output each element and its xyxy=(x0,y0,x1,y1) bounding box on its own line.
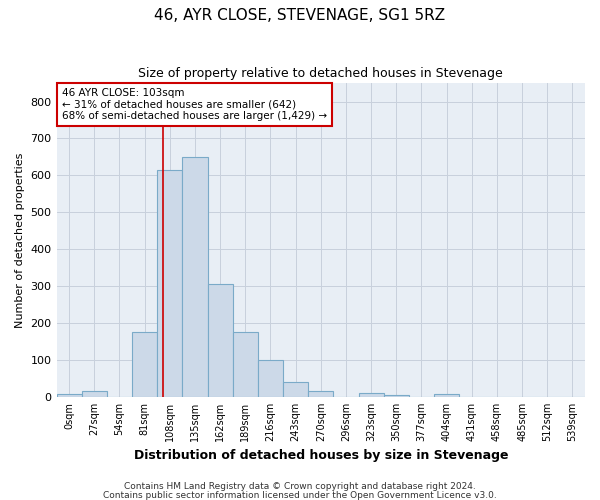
Bar xyxy=(132,332,157,397)
Bar xyxy=(258,360,283,397)
Bar xyxy=(182,157,208,397)
Bar xyxy=(157,170,182,397)
Bar xyxy=(208,284,233,397)
Title: Size of property relative to detached houses in Stevenage: Size of property relative to detached ho… xyxy=(139,68,503,80)
Text: Contains HM Land Registry data © Crown copyright and database right 2024.: Contains HM Land Registry data © Crown c… xyxy=(124,482,476,491)
Text: Contains public sector information licensed under the Open Government Licence v3: Contains public sector information licen… xyxy=(103,491,497,500)
Bar xyxy=(233,332,258,397)
Bar xyxy=(82,392,107,397)
X-axis label: Distribution of detached houses by size in Stevenage: Distribution of detached houses by size … xyxy=(134,450,508,462)
Text: 46, AYR CLOSE, STEVENAGE, SG1 5RZ: 46, AYR CLOSE, STEVENAGE, SG1 5RZ xyxy=(154,8,446,22)
Bar xyxy=(308,392,334,397)
Bar xyxy=(359,393,383,397)
Y-axis label: Number of detached properties: Number of detached properties xyxy=(15,152,25,328)
Bar xyxy=(383,395,409,397)
Bar xyxy=(434,394,459,397)
Bar xyxy=(56,394,82,397)
Bar xyxy=(283,382,308,397)
Text: 46 AYR CLOSE: 103sqm
← 31% of detached houses are smaller (642)
68% of semi-deta: 46 AYR CLOSE: 103sqm ← 31% of detached h… xyxy=(62,88,327,121)
